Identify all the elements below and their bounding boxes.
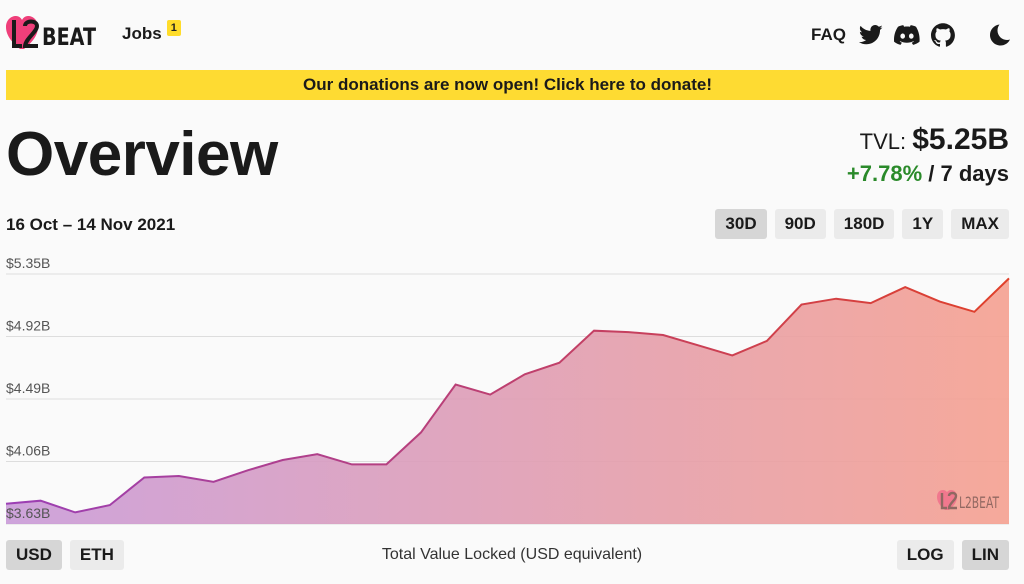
tvl-label: TVL:: [859, 129, 907, 154]
currency-buttons: USD ETH: [6, 540, 124, 570]
faq-link[interactable]: FAQ: [811, 25, 846, 44]
jobs-count-badge: 1: [166, 20, 181, 36]
range-30d-button[interactable]: 30D: [715, 209, 767, 239]
chart-area: [6, 278, 1009, 524]
currency-usd-button[interactable]: USD: [6, 540, 62, 570]
tvl-change-period: / 7 days: [928, 161, 1009, 186]
y-tick-label: $4.49B: [6, 380, 50, 396]
tvl-change-percent: +7.78%: [846, 161, 923, 186]
jobs-label: Jobs: [122, 24, 162, 43]
tvl-summary: TVL: $5.25B +7.78% / 7 days: [847, 122, 1009, 188]
donation-banner[interactable]: Our donations are now open! Click here t…: [6, 70, 1009, 100]
y-tick-label: $4.06B: [6, 443, 50, 459]
jobs-link[interactable]: Jobs 1: [122, 20, 181, 44]
date-range: 16 Oct – 14 Nov 2021: [6, 215, 176, 234]
range-max-button[interactable]: MAX: [951, 209, 1009, 239]
range-1y-button[interactable]: 1Y: [902, 209, 944, 239]
chart-watermark-text: L2BEAT: [959, 493, 999, 512]
tvl-change-line: +7.78% / 7 days: [847, 160, 1009, 188]
l2beat-logo-graphic: BEAT: [6, 16, 96, 51]
github-icon[interactable]: [930, 22, 956, 48]
chart-watermark: L2BEAT: [937, 490, 999, 512]
tvl-chart: $5.35B $4.92B $4.49B $4.06B $3.63B L2BEAT: [5, 255, 1010, 525]
currency-eth-button[interactable]: ETH: [69, 540, 124, 570]
range-buttons: 30D 90D 180D 1Y MAX: [715, 209, 1009, 239]
y-tick-label: $3.63B: [6, 505, 50, 521]
range-180d-button[interactable]: 180D: [833, 209, 895, 239]
right-nav: FAQ: [811, 20, 1012, 50]
twitter-icon[interactable]: [858, 22, 884, 48]
l2beat-logo[interactable]: BEAT: [6, 14, 98, 52]
scale-buttons: LOG LIN: [896, 540, 1009, 570]
y-tick-label: $5.35B: [6, 255, 50, 271]
page-title: Overview: [6, 120, 278, 189]
svg-text:BEAT: BEAT: [42, 23, 96, 51]
y-axis-ticks: $5.35B $4.92B $4.49B $4.06B $3.63B: [6, 255, 50, 521]
moon-icon[interactable]: [986, 22, 1012, 48]
tvl-value: $5.25B: [912, 123, 1009, 156]
tvl-line: TVL: $5.25B: [847, 122, 1009, 160]
scale-log-button[interactable]: LOG: [896, 540, 954, 570]
range-90d-button[interactable]: 90D: [774, 209, 826, 239]
y-tick-label: $4.92B: [6, 318, 50, 334]
top-bar: BEAT Jobs 1 FAQ: [0, 0, 1024, 70]
chart-line: [5, 277, 1010, 514]
discord-icon[interactable]: [894, 22, 920, 48]
scale-lin-button[interactable]: LIN: [961, 540, 1009, 570]
chart-caption: Total Value Locked (USD equivalent): [381, 546, 643, 563]
